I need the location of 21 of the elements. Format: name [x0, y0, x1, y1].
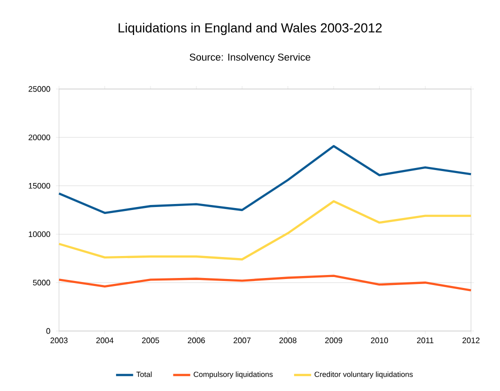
y-tick-label: 5000	[32, 280, 50, 286]
y-tick-label: 20000	[28, 134, 50, 140]
y-tick-label: 0	[46, 328, 50, 334]
x-tick-label: 2006	[188, 338, 205, 344]
y-tick-label: 25000	[28, 86, 50, 92]
x-tick-label: 2011	[417, 338, 434, 344]
chart-subtitle: Source: Insolvency Service	[190, 53, 310, 63]
x-tick-label: 2005	[142, 338, 160, 344]
chart-title: Liquidations in England and Wales 2003-2012	[118, 22, 382, 36]
line-series	[58, 145, 472, 214]
x-tick-label: 2012	[462, 338, 480, 344]
x-tick-label: 2009	[325, 338, 342, 344]
x-tick-label: 2007	[234, 338, 251, 344]
line-series	[58, 200, 472, 260]
line-series	[58, 274, 472, 292]
x-tick-label: 2010	[370, 338, 388, 344]
x-tick-label: 2004	[96, 338, 114, 344]
y-tick-label: 10000	[28, 231, 50, 238]
y-tick-label: 15000	[28, 182, 50, 189]
x-tick-label: 2003	[50, 338, 68, 344]
x-tick-label: 2008	[279, 338, 296, 344]
